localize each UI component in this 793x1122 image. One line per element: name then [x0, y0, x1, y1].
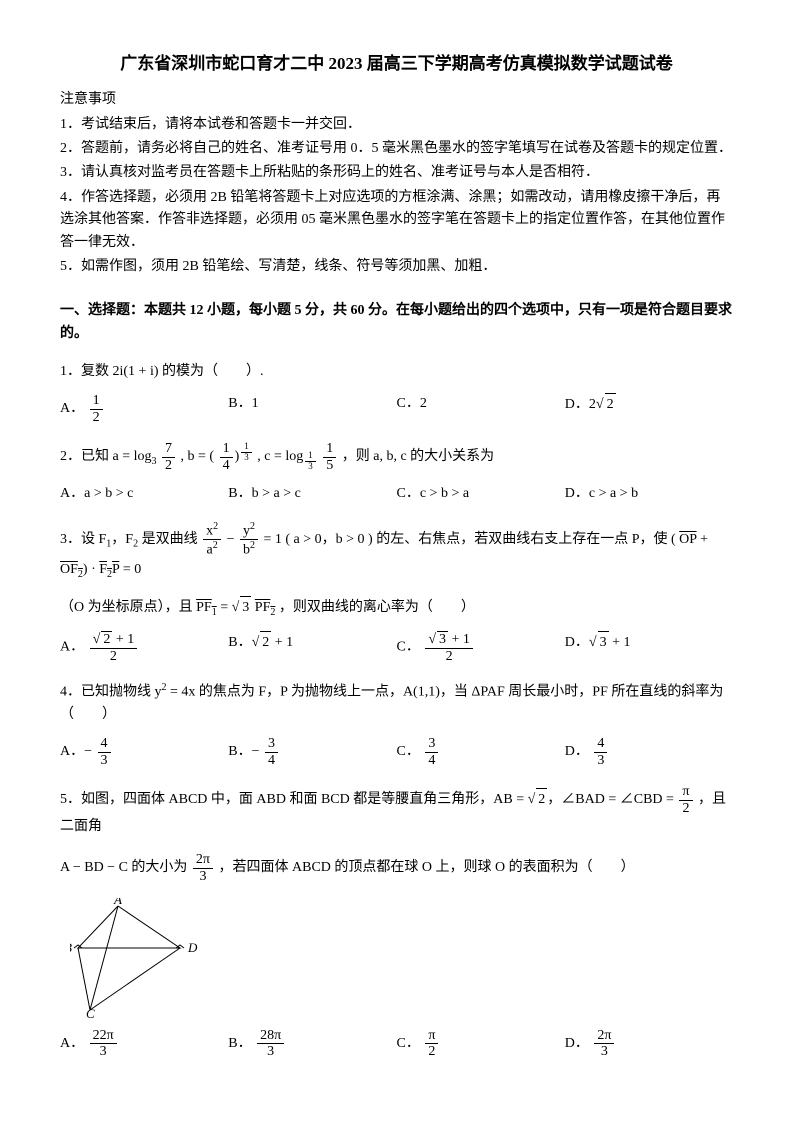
instr-4: 4．作答选择题，必须用 2B 铅笔将答题卡上对应选项的方框涂满、涂黑；如需改动，… — [60, 187, 733, 254]
tetrahedron-icon: A B D C — [70, 898, 200, 1018]
q4-opt-c: C． 34 — [397, 736, 565, 768]
q2-opt-b: B．b > a > c — [228, 483, 396, 505]
q3-opt-b: B．2 + 1 — [228, 631, 396, 664]
q4-options: A．− 43 B．− 34 C． 34 D． 43 — [60, 736, 733, 768]
instr-1: 1．考试结束后，请将本试卷和答题卡一并交回． — [60, 114, 733, 136]
q3-opt-c: C． 3 + 12 — [397, 631, 565, 664]
q4-opt-d: D． 43 — [565, 736, 733, 768]
q2-opt-a: A．a > b > c — [60, 483, 228, 505]
q3-stem-line2: （O 为坐标原点），且 PF1 = 3 PF2 ，则双曲线的离心率为（ ） — [60, 596, 733, 621]
q4-opt-b: B．− 34 — [228, 736, 396, 768]
q3-options: A． 2 + 12 B．2 + 1 C． 3 + 12 D．3 + 1 — [60, 631, 733, 664]
q1-opt-b: B．1 — [228, 393, 396, 425]
q4-stem: 4．已知抛物线 y2 = 4x 的焦点为 F，P 为抛物线上一点，A(1,1)，… — [60, 680, 733, 726]
q5-opt-c: C． π2 — [397, 1028, 565, 1060]
svg-text:A: A — [113, 898, 122, 907]
page-title: 广东省深圳市蛇口育才二中 2023 届高三下学期高考仿真模拟数学试题试卷 — [60, 50, 733, 77]
q2-options: A．a > b > c B．b > a > c C．c > b > a D．c … — [60, 483, 733, 505]
q3-opt-a: A． 2 + 12 — [60, 631, 228, 664]
q1-opt-c: C．2 — [397, 393, 565, 425]
q3-opt-d: D．3 + 1 — [565, 631, 733, 664]
q1-stem: 1．复数 2i(1 + i) 的模为（ ）. — [60, 361, 733, 383]
q2-opt-d: D．c > a > b — [565, 483, 733, 505]
question-3: 3．设 F1，F2 是双曲线 x2a2 − y2b2 = 1 ( a > 0，b… — [60, 521, 733, 663]
svg-text:D: D — [187, 940, 198, 955]
q2-stem: 2．已知 a = log3 72 , b = ( 14)13 , c = log… — [60, 441, 733, 473]
instr-3: 3．请认真核对监考员在答题卡上所粘贴的条形码上的姓名、准考证号与本人是否相符． — [60, 162, 733, 184]
q5-opt-d: D． 2π3 — [565, 1028, 733, 1060]
instr-2: 2．答题前，请务必将自己的姓名、准考证号用 0．5 毫米黑色墨水的签字笔填写在试… — [60, 138, 733, 160]
q5-opt-a: A． 22π3 — [60, 1028, 228, 1060]
question-5: 5．如图，四面体 ABCD 中，面 ABD 和面 BCD 都是等腰直角三角形，A… — [60, 784, 733, 1060]
q1-opt-d: D．22 — [565, 393, 733, 425]
q5-options: A． 22π3 B． 28π3 C． π2 D． 2π3 — [60, 1028, 733, 1060]
section-1-head: 一、选择题：本题共 12 小题，每小题 5 分，共 60 分。在每小题给出的四个… — [60, 300, 733, 345]
instructions-block: 注意事项 1．考试结束后，请将本试卷和答题卡一并交回． 2．答题前，请务必将自己… — [60, 89, 733, 278]
q4-opt-a: A．− 43 — [60, 736, 228, 768]
q1-options: A． 12 B．1 C．2 D．22 — [60, 393, 733, 425]
q3-stem: 3．设 F1，F2 是双曲线 x2a2 − y2b2 = 1 ( a > 0，b… — [60, 521, 733, 582]
q1-opt-a: A． 12 — [60, 393, 228, 425]
q5-stem-line2: A − BD − C 的大小为 2π3 ，若四面体 ABCD 的顶点都在球 O … — [60, 852, 733, 884]
question-1: 1．复数 2i(1 + i) 的模为（ ）. A． 12 B．1 C．2 D．2… — [60, 361, 733, 425]
question-4: 4．已知抛物线 y2 = 4x 的焦点为 F，P 为抛物线上一点，A(1,1)，… — [60, 680, 733, 768]
svg-text:C: C — [86, 1006, 95, 1018]
instr-head: 注意事项 — [60, 89, 733, 111]
q5-stem: 5．如图，四面体 ABCD 中，面 ABD 和面 BCD 都是等腰直角三角形，A… — [60, 784, 733, 838]
question-2: 2．已知 a = log3 72 , b = ( 14)13 , c = log… — [60, 441, 733, 505]
instr-5: 5．如需作图，须用 2B 铅笔绘、写清楚，线条、符号等须加黑、加粗． — [60, 256, 733, 278]
q2-opt-c: C．c > b > a — [397, 483, 565, 505]
q5-figure: A B D C — [70, 898, 733, 1018]
q5-opt-b: B． 28π3 — [228, 1028, 396, 1060]
svg-text:B: B — [70, 940, 72, 955]
